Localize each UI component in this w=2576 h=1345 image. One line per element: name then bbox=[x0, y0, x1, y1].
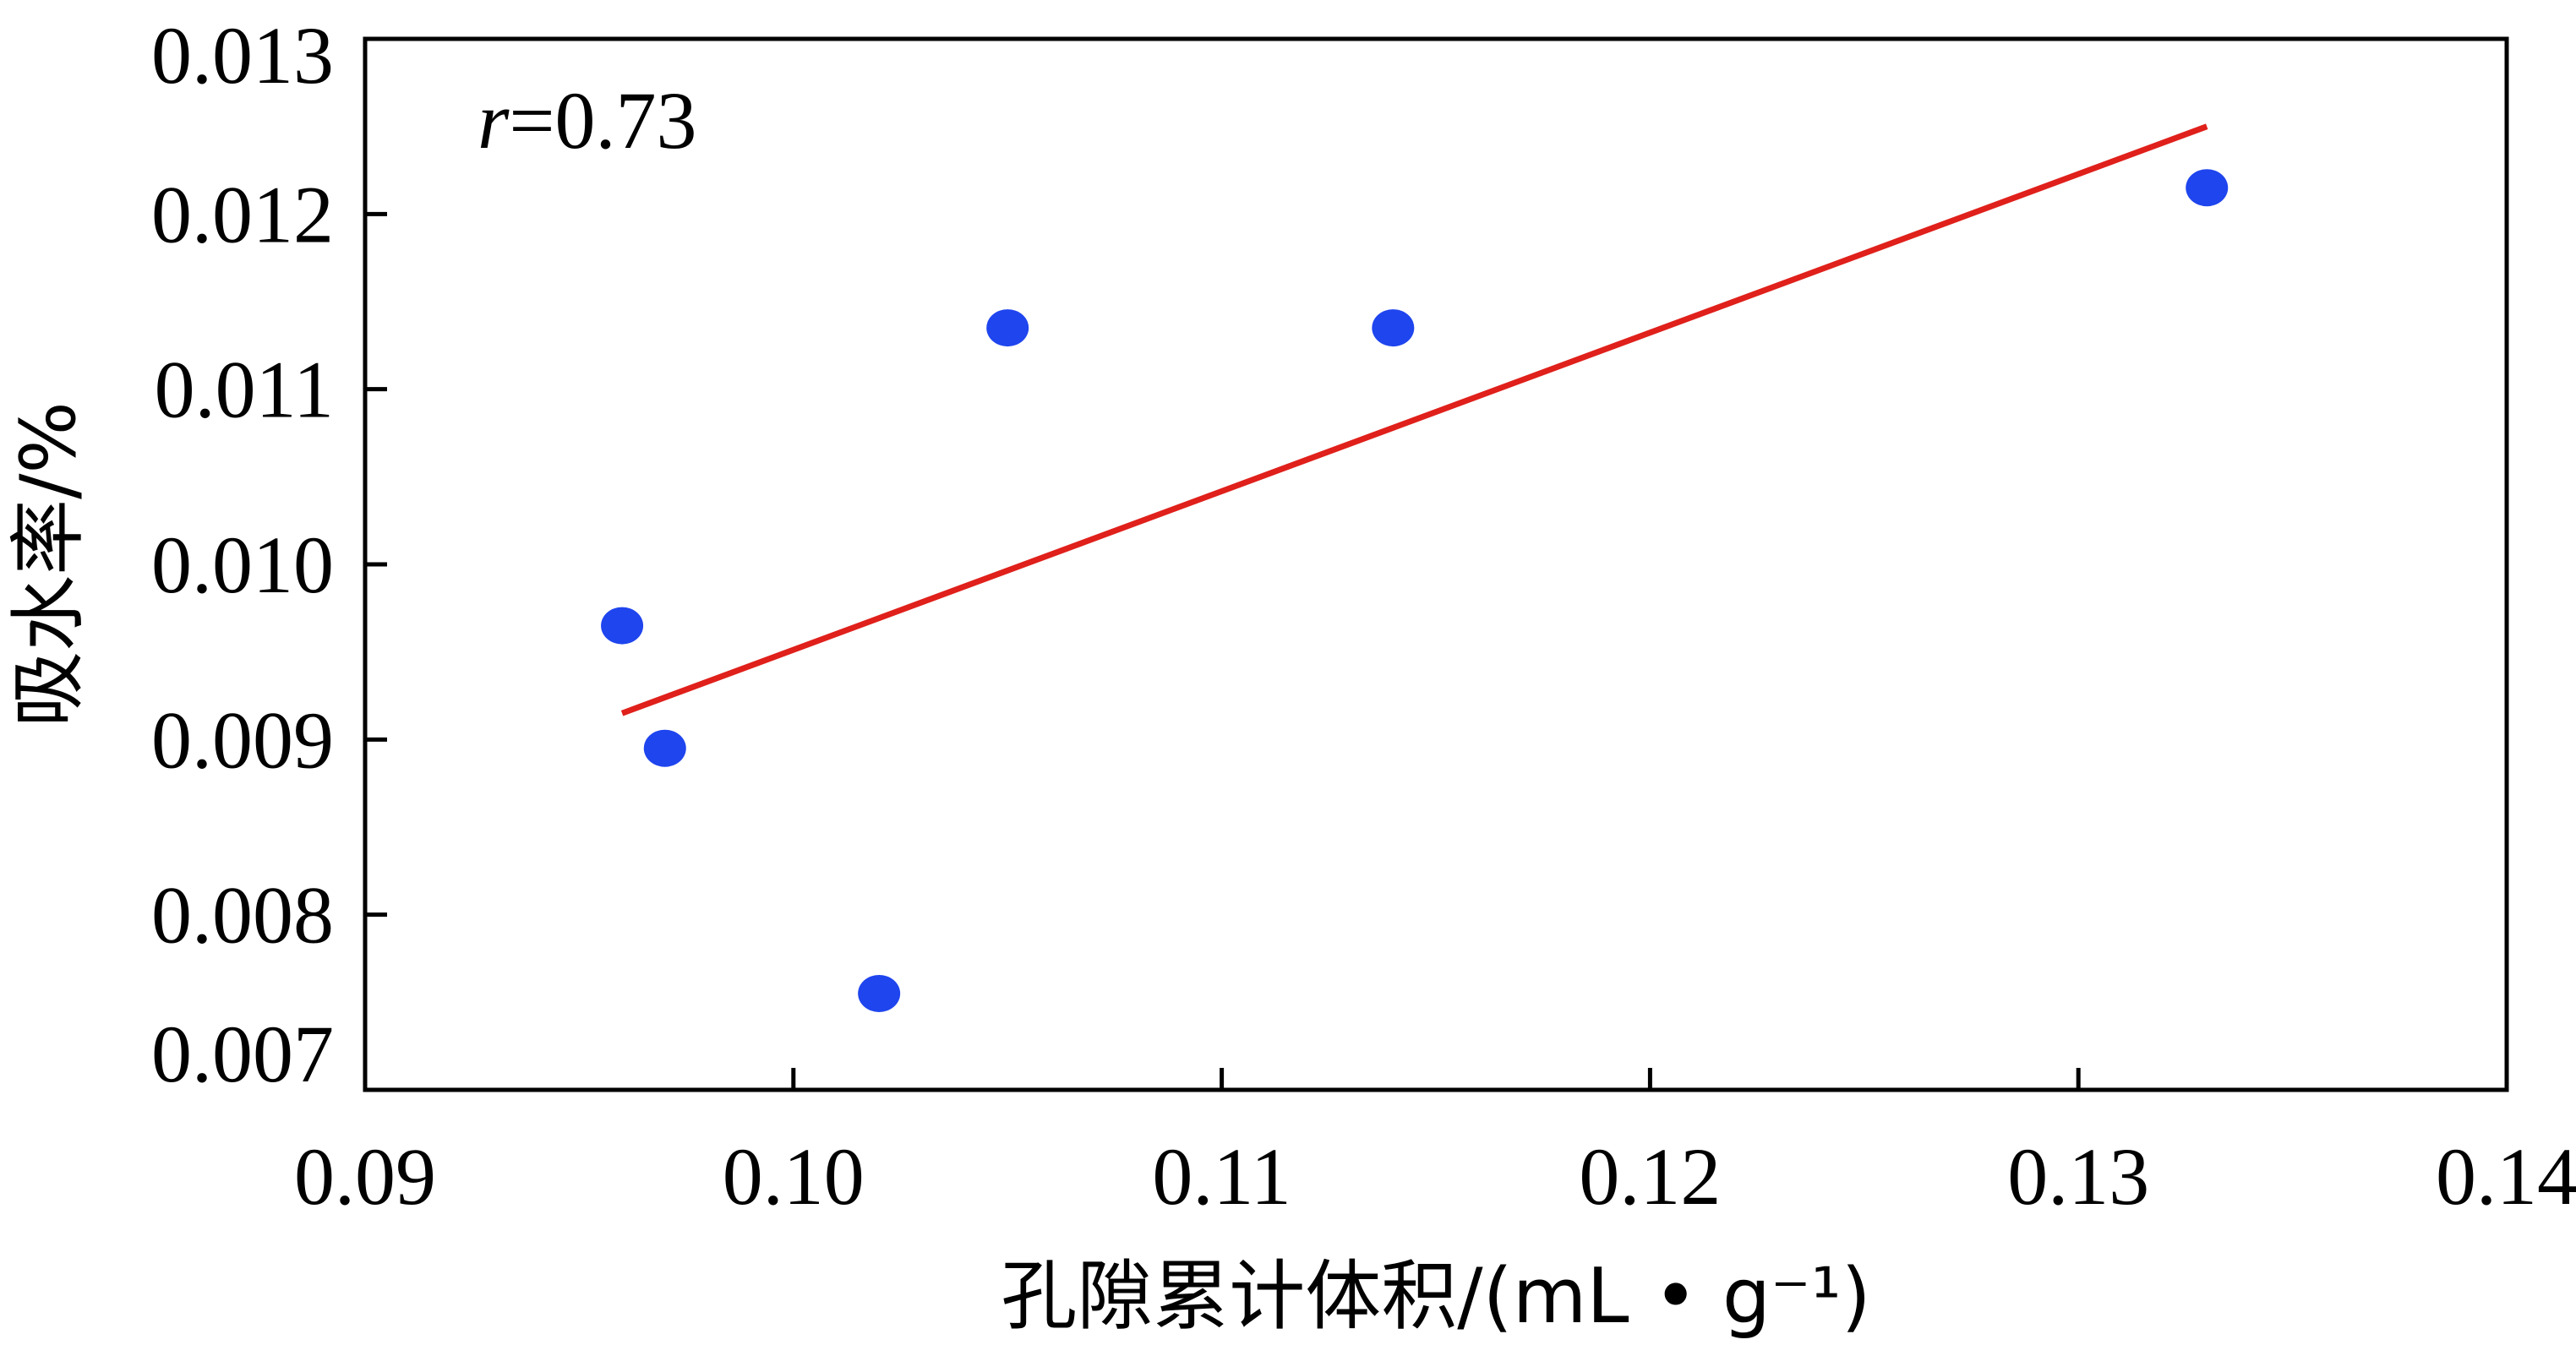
correlation-variable: r bbox=[478, 75, 510, 166]
x-tick-label: 0.13 bbox=[2007, 1131, 2149, 1222]
y-axis-title: 吸水率/% bbox=[4, 401, 93, 727]
data-points bbox=[601, 169, 2229, 1012]
data-point bbox=[2186, 169, 2229, 207]
correlation-value: =0.73 bbox=[509, 75, 696, 166]
data-point bbox=[986, 309, 1029, 347]
fit-line-group bbox=[620, 123, 2208, 716]
y-axis-ticks: 0.007 0.008 0.009 0.010 0.011 0.012 0.013 bbox=[151, 10, 387, 1099]
x-tick-label: 0.10 bbox=[723, 1131, 865, 1222]
y-tick-label: 0.009 bbox=[151, 694, 334, 785]
y-tick-label: 0.011 bbox=[155, 345, 334, 435]
x-axis-ticks: 0.09 0.10 0.11 0.12 0.13 0.14 bbox=[294, 1068, 2576, 1222]
y-tick-label: 0.008 bbox=[151, 870, 334, 961]
correlation-annotation: r=0.73 bbox=[478, 75, 697, 166]
data-point bbox=[643, 729, 686, 767]
data-point bbox=[858, 974, 901, 1012]
data-point bbox=[1372, 309, 1415, 347]
y-tick-label: 0.012 bbox=[151, 169, 334, 259]
fit-line bbox=[620, 123, 2208, 716]
y-tick-label: 0.013 bbox=[151, 10, 334, 101]
y-tick-label: 0.010 bbox=[151, 520, 334, 610]
x-tick-label: 0.11 bbox=[1152, 1131, 1291, 1222]
plot-frame bbox=[363, 36, 2509, 1092]
x-tick-label: 0.12 bbox=[1579, 1131, 1721, 1222]
x-tick-label: 0.09 bbox=[294, 1131, 436, 1222]
x-tick-label: 0.14 bbox=[2436, 1131, 2576, 1222]
y-tick-label: 0.007 bbox=[151, 1009, 334, 1099]
x-axis-title: 孔隙累计体积/(mL • g⁻¹) bbox=[1001, 1252, 1870, 1341]
data-point bbox=[601, 607, 644, 645]
